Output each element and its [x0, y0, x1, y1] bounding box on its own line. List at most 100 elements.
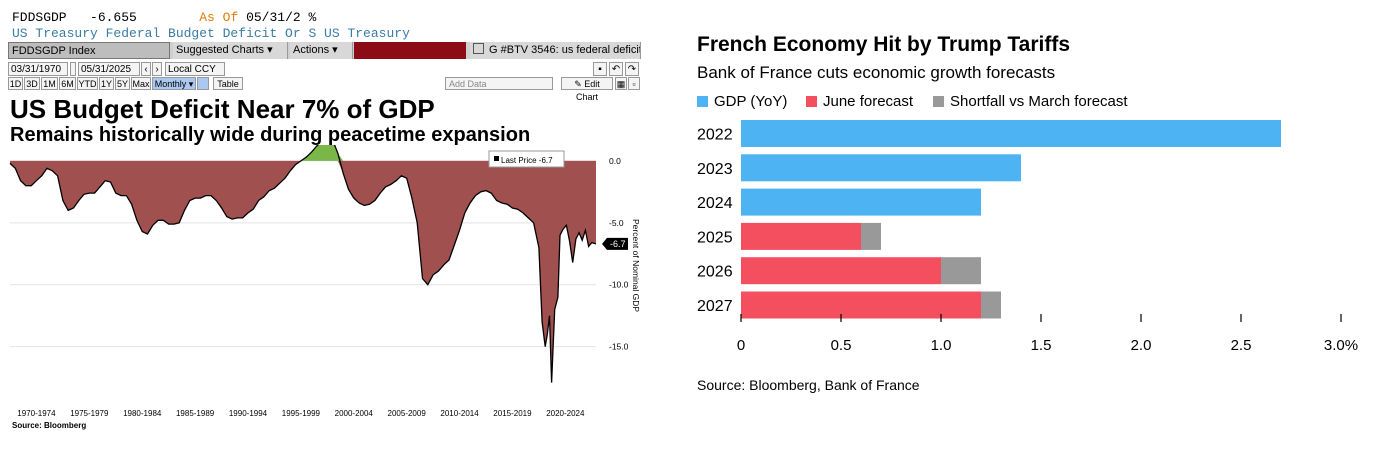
- terminal-panel: FDDSGDP -6.655 As Of 05/31/2 % US Treasu…: [0, 0, 645, 451]
- bar-2023-gdp: [741, 154, 1021, 182]
- category-label: 2026: [697, 264, 733, 281]
- date-separator: [70, 62, 76, 76]
- chart-type-button[interactable]: [197, 77, 209, 90]
- deficit-x-tick-label: 1975-1979: [70, 409, 109, 418]
- table-button[interactable]: Table: [213, 77, 243, 90]
- france-chart-subtitle: Bank of France cuts economic growth fore…: [697, 63, 1056, 82]
- france-panel: French Economy Hit by Trump Tariffs Bank…: [680, 0, 1386, 451]
- undo-icon[interactable]: ↶: [609, 62, 623, 76]
- deficit-line: [9, 145, 597, 383]
- asof-date: 05/31/2 %: [246, 10, 317, 25]
- category-label: 2022: [697, 127, 733, 144]
- deficit-x-tick-label: 1990-1994: [229, 409, 268, 418]
- category-label: 2023: [697, 161, 733, 178]
- index-field[interactable]: FDDSGDP Index: [8, 42, 170, 59]
- period-tabs: 1D 3D 1M 6M YTD 1Y 5Y Max Monthly ▾ Tabl…: [8, 77, 641, 102]
- alert-bar: [354, 42, 466, 59]
- legend-label-june: June forecast: [823, 93, 914, 110]
- bar-2025-shortfall: [861, 222, 881, 250]
- bar-2022-gdp: [741, 120, 1281, 147]
- legend-swatch-june: [806, 96, 817, 107]
- legend-swatch-shortfall: [933, 96, 944, 107]
- deficit-x-tick-label: 1970-1974: [17, 409, 56, 418]
- last-price-box: Last Price -6.7: [488, 150, 565, 168]
- news-story-link[interactable]: G #BTV 3546: us federal deficit: [470, 42, 641, 59]
- legend-item-june: June forecast: [806, 92, 913, 112]
- deficit-x-ticks: 1970-1974 1975-1979 1980-1984 1985-1989 1990…: [17, 409, 585, 418]
- france-chart: 2022 2023 2024 2025 2026 2027 0 0.5 1.0 1.5 2.0 2.…: [697, 120, 1358, 354]
- deficit-y-tick-label: 0.0: [609, 156, 621, 166]
- prev-arrow-icon[interactable]: ‹: [141, 62, 151, 76]
- legend-label-gdp: GDP (YoY): [714, 93, 788, 110]
- x-tick-label: 2.5: [1231, 337, 1252, 354]
- add-data-input[interactable]: Add Data: [445, 77, 553, 90]
- frequency-select[interactable]: Monthly ▾: [152, 77, 196, 90]
- bar-2025-june: [741, 222, 861, 250]
- security-description: US Treasury Federal Budget Deficit Or S …: [12, 26, 410, 41]
- more-icon[interactable]: ▫: [628, 77, 640, 90]
- edit-chart-label: Edit Chart: [575, 79, 600, 102]
- tab-ytd[interactable]: YTD: [77, 77, 98, 90]
- deficit-x-tick-label: 1980-1984: [123, 409, 162, 418]
- deficit-chart-title: US Budget Deficit Near 7% of GDP: [10, 94, 435, 124]
- category-label: 2027: [697, 298, 733, 315]
- start-date-field[interactable]: 03/31/1970: [8, 62, 68, 76]
- category-label: 2025: [697, 229, 733, 246]
- settings-icon[interactable]: ▦: [615, 77, 627, 90]
- deficit-x-tick-label: 2000-2004: [335, 409, 374, 418]
- bar-2027-june: [741, 291, 981, 319]
- tab-1y[interactable]: 1Y: [99, 77, 114, 90]
- tab-3d[interactable]: 3D: [24, 77, 40, 90]
- tab-max[interactable]: Max: [131, 77, 151, 90]
- deficit-x-tick-label: 1985-1989: [176, 409, 215, 418]
- deficit-y-tick-label: -15.0: [609, 342, 629, 352]
- edit-chart-button[interactable]: ✎ Edit Chart: [561, 77, 613, 102]
- legend-item-gdp: GDP (YoY): [697, 92, 787, 112]
- france-chart-title: French Economy Hit by Trump Tariffs: [697, 33, 1070, 56]
- bar-2024-gdp: [741, 188, 981, 216]
- suggested-charts-button[interactable]: Suggested Charts ▾: [173, 42, 288, 59]
- deficit-y-tick-label: -5.0: [609, 218, 624, 228]
- deficit-x-tick-label: 1995-1999: [282, 409, 321, 418]
- last-value-label: -6.7: [610, 239, 626, 249]
- france-source: Source: Bloomberg, Bank of France: [697, 377, 920, 393]
- deficit-x-tick-label: 2010-2014: [440, 409, 479, 418]
- legend-label-shortfall: Shortfall vs March forecast: [950, 93, 1128, 110]
- tab-6m[interactable]: 6M: [59, 77, 76, 90]
- currency-select[interactable]: Local CCY: [165, 62, 225, 76]
- terminal-toolbar: FDDSGDP Index Suggested Charts ▾ Actions…: [8, 42, 641, 59]
- legend-swatch-gdp: [697, 96, 708, 107]
- ticker-line: FDDSGDP -6.655 As Of 05/31/2 %: [12, 10, 316, 25]
- news-story-label: G #BTV 3546: us federal deficit: [489, 44, 641, 56]
- next-arrow-icon[interactable]: ›: [152, 62, 162, 76]
- actions-label: Actions ▾: [293, 44, 338, 56]
- last-price-label: Last Price -6.7: [501, 156, 553, 165]
- deficit-chart-subtitle: Remains historically wide during peaceti…: [10, 124, 531, 146]
- tab-1d[interactable]: 1D: [8, 77, 23, 90]
- deficit-x-tick-label: 2005-2009: [388, 409, 427, 418]
- redo-icon[interactable]: ↷: [625, 62, 639, 76]
- bar-2026-shortfall: [941, 257, 981, 285]
- france-category-labels: 2022 2023 2024 2025 2026 2027: [697, 127, 733, 316]
- deficit-x-tick-label: 2015-2019: [493, 409, 532, 418]
- asof-label: As Of: [199, 10, 239, 25]
- tab-5y[interactable]: 5Y: [115, 77, 130, 90]
- deficit-x-tick-label: 2020-2024: [546, 409, 585, 418]
- ticker-value: -6.655: [90, 10, 137, 25]
- actions-button[interactable]: Actions ▾: [290, 42, 353, 59]
- x-tick-label: 2.0: [1131, 337, 1152, 354]
- legend-item-shortfall: Shortfall vs March forecast: [933, 92, 1128, 112]
- x-tick-label: 1.0: [931, 337, 952, 354]
- pencil-icon: ✎: [574, 79, 582, 89]
- deficit-y-tick-label: -10.0: [609, 280, 629, 290]
- bar-2027-shortfall: [981, 291, 1001, 319]
- x-tick-label: 3.0%: [1324, 337, 1358, 354]
- deficit-y-axis-label: Percent of Nominal GDP: [631, 219, 641, 312]
- x-tick-label: 1.5: [1031, 337, 1052, 354]
- end-date-field[interactable]: 05/31/2025: [78, 62, 140, 76]
- window-icon[interactable]: ▪: [593, 62, 607, 76]
- tab-1m[interactable]: 1M: [41, 77, 58, 90]
- x-tick-label: 0.5: [831, 337, 852, 354]
- last-price-swatch: [494, 156, 499, 161]
- date-range-bar: 03/31/1970 05/31/2025 ‹ › Local CCY ▪ ↶ …: [8, 62, 641, 77]
